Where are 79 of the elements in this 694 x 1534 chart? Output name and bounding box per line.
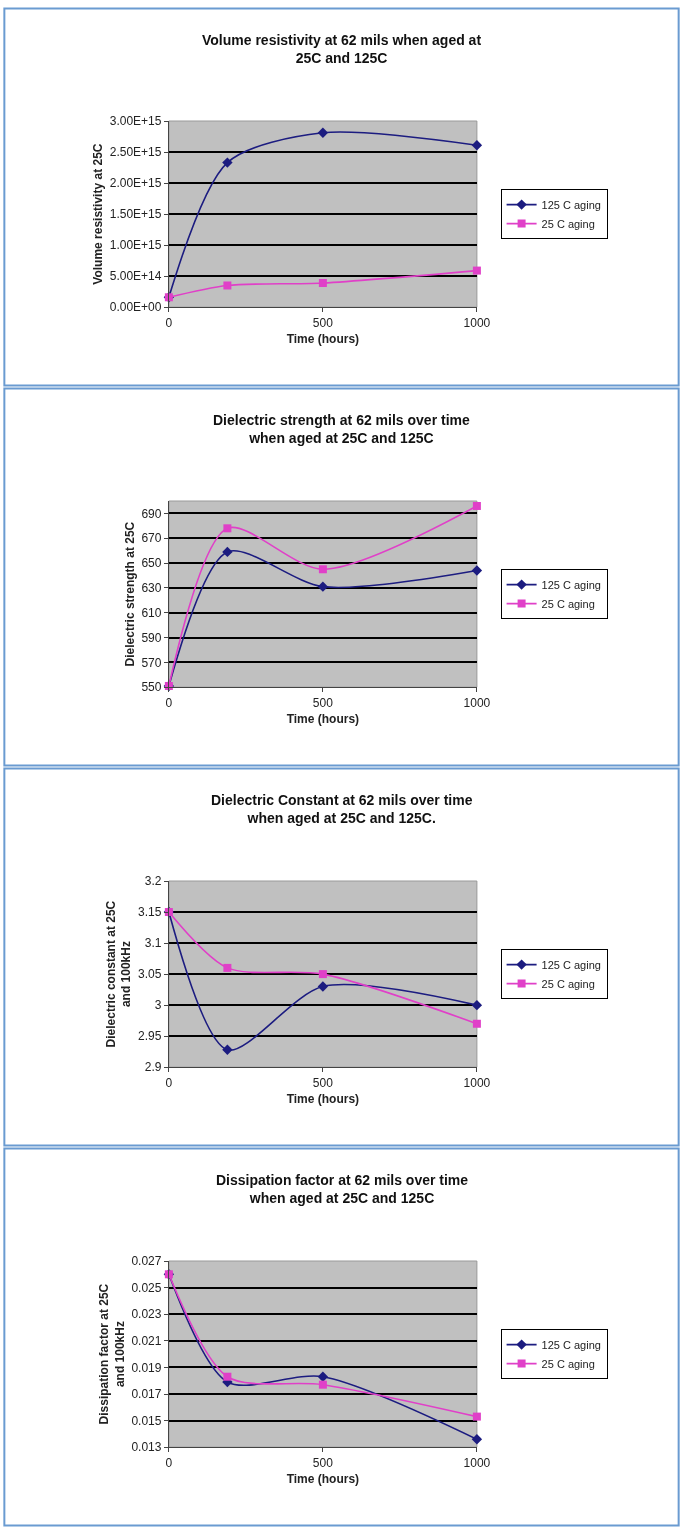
point bbox=[318, 970, 327, 979]
y-tick-label: 3.00E+15 bbox=[109, 114, 162, 129]
y-tick-label: 1.00E+15 bbox=[109, 238, 162, 253]
y-tick-label: 550 bbox=[141, 680, 162, 695]
point bbox=[317, 981, 329, 992]
y-tick-label: 610 bbox=[141, 605, 162, 620]
legend-label: 25 C aging bbox=[541, 217, 595, 230]
legend-label: 25 C aging bbox=[541, 597, 595, 610]
point bbox=[472, 1412, 481, 1421]
y-tick-label: 0.00E+00 bbox=[109, 300, 162, 315]
y-tick-label: 670 bbox=[141, 531, 162, 546]
y-tick-label: 0.015 bbox=[131, 1413, 162, 1428]
y-tick-label: 2.00E+15 bbox=[109, 176, 162, 191]
point bbox=[317, 1371, 329, 1382]
point bbox=[317, 581, 329, 592]
x-tick-label: 0 bbox=[165, 315, 173, 330]
x-tick-label: 500 bbox=[312, 1075, 334, 1090]
y-tick-label: 3 bbox=[154, 998, 162, 1013]
point bbox=[471, 999, 483, 1011]
x-tick-label: 0 bbox=[165, 1455, 173, 1470]
point bbox=[471, 1434, 483, 1445]
y-tick-label: 3.1 bbox=[144, 936, 162, 951]
point bbox=[472, 1019, 481, 1028]
y-tick-label: 2.50E+15 bbox=[109, 145, 162, 160]
y-tick-label: 0.013 bbox=[131, 1440, 162, 1455]
y-tick-label: 3.05 bbox=[138, 967, 162, 982]
x-tick-label: 0 bbox=[165, 1075, 173, 1090]
y-axis-title: Volume resistivity at 25C bbox=[91, 143, 106, 285]
x-tick-label: 1000 bbox=[463, 1075, 491, 1090]
y-tick-label: 0.021 bbox=[131, 1334, 162, 1348]
legend-label: 125 C aging bbox=[541, 198, 601, 211]
y-tick-label: 650 bbox=[141, 556, 162, 571]
y-tick-label: 3.15 bbox=[138, 905, 162, 920]
point bbox=[222, 546, 233, 558]
y-tick-label: 590 bbox=[141, 630, 162, 645]
chart-title: Dielectric strength at 62 mils over time when aged at 25C and 125C bbox=[213, 412, 470, 447]
y-tick-label: 1.50E+15 bbox=[109, 207, 162, 222]
legend-label: 25 C aging bbox=[541, 1357, 595, 1370]
y-tick-label: 690 bbox=[141, 506, 162, 521]
point bbox=[318, 1380, 327, 1389]
y-tick-label: 5.00E+14 bbox=[109, 269, 162, 284]
y-tick-label: 0.027 bbox=[131, 1254, 162, 1269]
point bbox=[223, 1372, 232, 1381]
legend-label: 125 C aging bbox=[541, 1338, 601, 1351]
y-tick-label: 0.017 bbox=[131, 1387, 162, 1402]
x-axis-title: Time (hours) bbox=[286, 712, 360, 727]
point bbox=[222, 1044, 233, 1056]
point bbox=[223, 963, 232, 972]
x-axis-title: Time (hours) bbox=[286, 1472, 360, 1487]
y-tick-label: 3.2 bbox=[144, 874, 162, 889]
point bbox=[223, 524, 232, 533]
chart-title: Dissipation factor at 62 mils over time when aged at 25C and 125C bbox=[216, 1172, 469, 1207]
x-tick-label: 1000 bbox=[463, 1455, 491, 1470]
y-tick-label: 2.9 bbox=[144, 1060, 162, 1075]
x-tick-label: 500 bbox=[312, 1455, 334, 1470]
y-tick-label: 570 bbox=[141, 655, 162, 670]
point bbox=[318, 565, 327, 574]
x-tick-label: 500 bbox=[312, 695, 334, 710]
y-tick-label: 0.025 bbox=[131, 1280, 162, 1295]
x-tick-label: 1000 bbox=[463, 695, 491, 710]
legend-label: 125 C aging bbox=[541, 958, 601, 971]
y-axis-title: Dielectric constant at 25C and 100kHz bbox=[103, 900, 134, 1048]
x-tick-label: 500 bbox=[312, 315, 334, 330]
x-tick-label: 0 bbox=[165, 695, 173, 710]
y-tick-label: 0.023 bbox=[131, 1307, 162, 1322]
y-tick-label: 2.95 bbox=[138, 1029, 162, 1044]
x-axis-title: Time (hours) bbox=[286, 1092, 360, 1107]
y-tick-label: 0.019 bbox=[131, 1360, 162, 1375]
legend-label: 125 C aging bbox=[541, 578, 601, 591]
point bbox=[471, 565, 483, 576]
chart-title: Volume resistivity at 62 mils when aged at 25C and 125C bbox=[202, 32, 482, 67]
point bbox=[472, 501, 481, 510]
x-tick-label: 1000 bbox=[463, 315, 491, 330]
y-tick-label: 630 bbox=[141, 581, 162, 596]
y-axis-title: Dissipation factor at 25C and 100kHz bbox=[97, 1283, 127, 1425]
x-axis-title: Time (hours) bbox=[286, 332, 360, 347]
y-axis-title: Dielectric strength at 25C bbox=[122, 521, 137, 667]
legend-label: 25 C aging bbox=[541, 977, 595, 990]
chart-title: Dielectric Constant at 62 mils over time when aged at 25C and 125C. bbox=[211, 792, 473, 827]
